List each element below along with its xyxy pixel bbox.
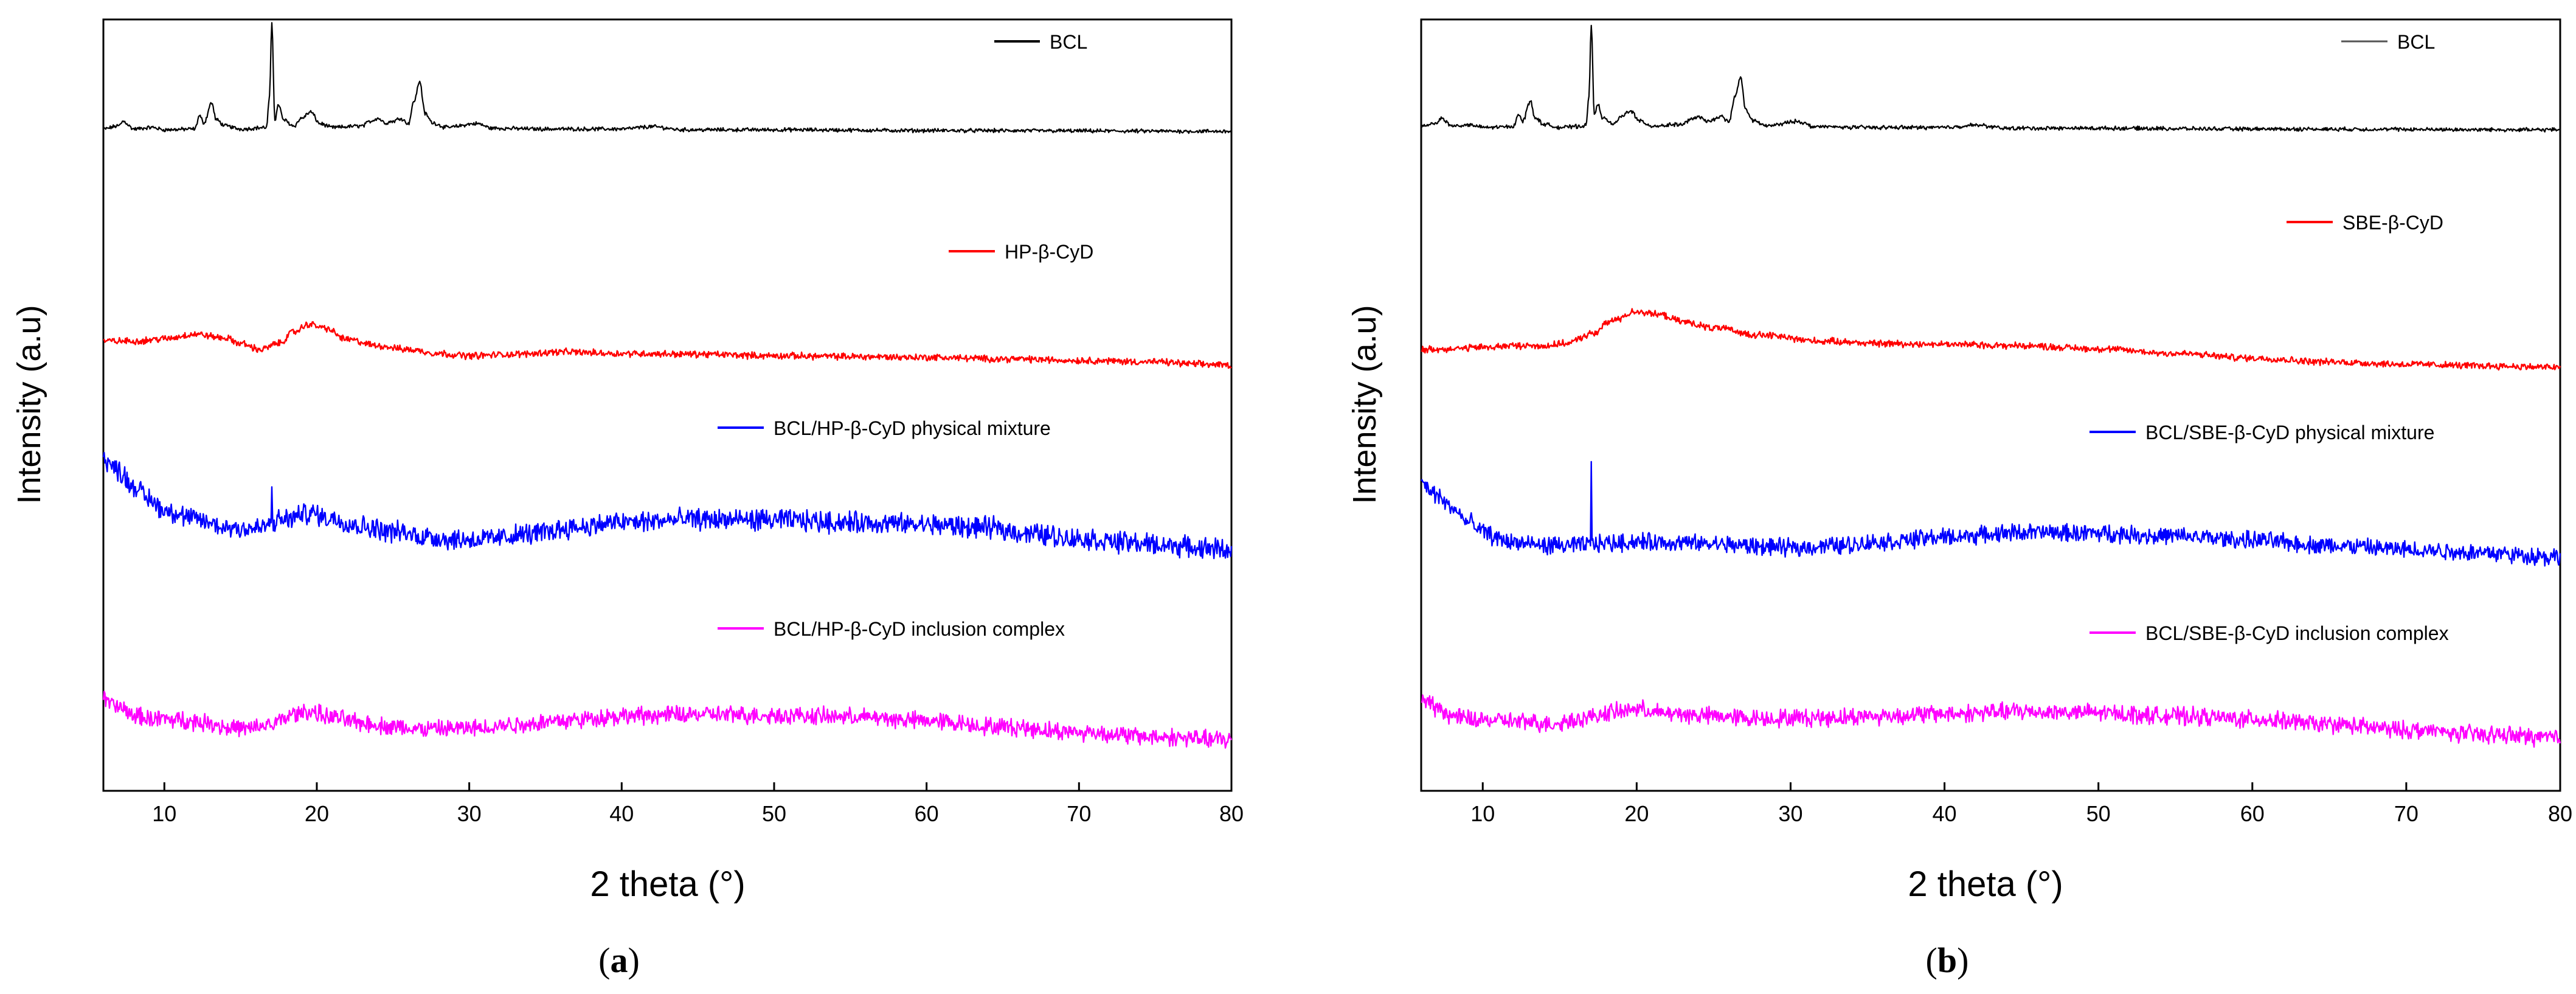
series-line-sbe-cyd-b: [1421, 308, 2561, 371]
x-tick-label-40-b: 40: [1933, 801, 1957, 826]
legend-entry-hp-cyd-a: HP-β-CyD: [949, 241, 1093, 263]
legend-entry-bcl-b: BCL: [2341, 31, 2435, 53]
plot-frame-a: [102, 18, 1233, 792]
series-line-bcl-b: [1420, 24, 2561, 133]
legend-entry-inclusion-complex-a: BCL/HP-β-CyD inclusion complex: [718, 618, 1065, 640]
panel-a: 10 20 30 40 50 60 70 80 BCL HP-β-CyD BCL/HP-β-C…: [11, 18, 1244, 980]
legend-label-hp-cyd-a: HP-β-CyD: [1005, 241, 1093, 263]
x-axis-label-a: 2 theta (°): [590, 864, 745, 904]
legend-label-bcl-a: BCL: [1050, 31, 1087, 53]
legend-entry-inclusion-complex-b: BCL/SBE-β-CyD inclusion complex: [2090, 622, 2449, 644]
legend-label-sbe-cyd-b: SBE-β-CyD: [2342, 212, 2443, 234]
x-axis-label-b: 2 theta (°): [1908, 864, 2063, 904]
series-line-hp-cyd-a: [103, 321, 1232, 369]
panel-caption-a: (a): [598, 940, 640, 980]
x-tick-label-50-b: 50: [2086, 801, 2111, 826]
x-tick-label-10-b: 10: [1470, 801, 1495, 826]
legend-a: BCL HP-β-CyD BCL/HP-β-CyD physical mixtu…: [718, 31, 1093, 640]
legend-label-bcl-b: BCL: [2397, 31, 2435, 53]
legend-label-physical-mixture-a: BCL/HP-β-CyD physical mixture: [774, 417, 1051, 439]
legend-entry-physical-mixture-a: BCL/HP-β-CyD physical mixture: [718, 417, 1051, 439]
x-tick-label-30-b: 30: [1778, 801, 1802, 826]
x-tick-label-50-a: 50: [762, 801, 786, 826]
panel-b: 10 20 30 40 50 60 70 80 BCL SBE-β-CyD BCL/SBE-β…: [1346, 18, 2572, 980]
x-tick-label-20-a: 20: [305, 801, 329, 826]
panel-letter-a: a: [611, 940, 628, 980]
series-line-bcl-a: [103, 22, 1232, 134]
series-group-a: [102, 22, 1233, 749]
series-line-bcl-sbe-cyd-physical-mixture-b: [1421, 461, 2561, 567]
legend-b: BCL SBE-β-CyD BCL/SBE-β-CyD physical mix…: [2090, 31, 2449, 644]
x-tick-label-60-b: 60: [2240, 801, 2265, 826]
x-tick-label-60-a: 60: [915, 801, 939, 826]
panel-caption-b: (b): [1926, 940, 1969, 980]
x-tick-label-30-a: 30: [457, 801, 482, 826]
legend-label-inclusion-complex-a: BCL/HP-β-CyD inclusion complex: [774, 618, 1065, 640]
y-axis-label-a: Intensity (a.u): [11, 305, 47, 504]
panel-letter-b: b: [1937, 940, 1957, 980]
x-tick-label-40-a: 40: [609, 801, 634, 826]
x-axis-ticks-a: 10 20 30 40 50 60 70 80: [152, 782, 1244, 826]
legend-label-inclusion-complex-b: BCL/SBE-β-CyD inclusion complex: [2145, 622, 2449, 644]
legend-entry-physical-mixture-b: BCL/SBE-β-CyD physical mixture: [2090, 422, 2434, 443]
x-axis-ticks-b: 10 20 30 40 50 60 70 80: [1470, 782, 2572, 826]
series-line-bcl-hp-cyd-inclusion-complex-a: [102, 690, 1233, 749]
series-group-b: [1420, 24, 2561, 748]
x-tick-label-80-a: 80: [1219, 801, 1244, 826]
legend-entry-sbe-cyd-b: SBE-β-CyD: [2287, 212, 2443, 234]
series-line-bcl-hp-cyd-physical-mixture-a: [102, 451, 1233, 560]
x-tick-label-70-a: 70: [1067, 801, 1091, 826]
x-tick-label-20-b: 20: [1624, 801, 1649, 826]
x-tick-label-10-a: 10: [152, 801, 176, 826]
legend-entry-bcl-a: BCL: [994, 31, 1087, 53]
legend-label-physical-mixture-b: BCL/SBE-β-CyD physical mixture: [2145, 422, 2434, 443]
plot-frame-b: [1420, 18, 2561, 792]
x-tick-label-70-b: 70: [2394, 801, 2418, 826]
x-tick-label-80-b: 80: [2548, 801, 2572, 826]
y-axis-label-b: Intensity (a.u): [1346, 305, 1383, 504]
series-line-bcl-sbe-cyd-inclusion-complex-b: [1421, 694, 2561, 748]
